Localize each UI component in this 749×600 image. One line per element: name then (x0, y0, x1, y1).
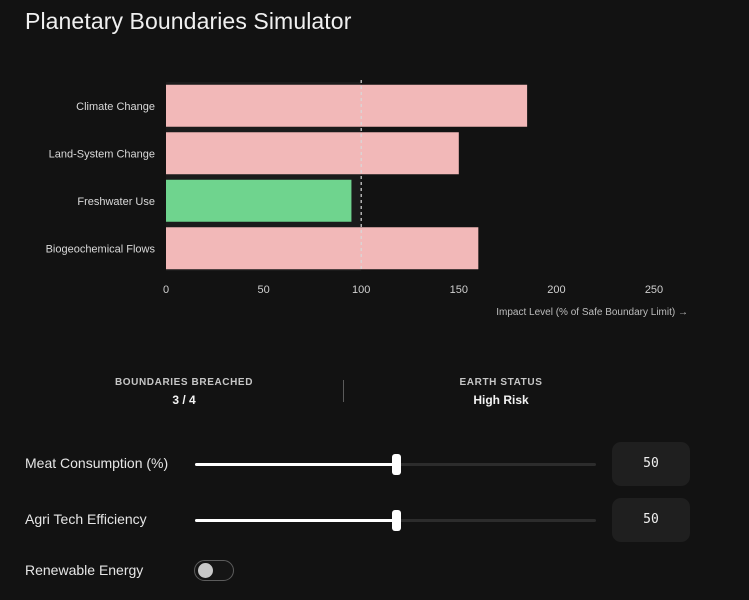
boundaries-breached-value: 3 / 4 (172, 393, 196, 407)
x-tick-0: 0 (163, 284, 169, 296)
bar-freshwater-use (166, 179, 352, 222)
boundaries-breached-label: BOUNDARIES BREACHED (114, 377, 254, 388)
meat-consumption-slider-fill (195, 463, 396, 466)
agri-tech-control: Agri Tech Efficiency 50 (0, 498, 749, 542)
bar-biogeochemical-flows (166, 227, 479, 270)
renewable-energy-label: Renewable Energy (25, 562, 144, 578)
meat-consumption-control: Meat Consumption (%) 50 (0, 442, 749, 486)
renewable-energy-toggle[interactable] (194, 560, 234, 581)
boundaries-breached-stat: BOUNDARIES BREACHED 3 / 4 (84, 377, 284, 407)
category-label-land-system-change: Land-System Change (49, 148, 155, 160)
stats-divider (343, 380, 344, 402)
earth-status-stat: EARTH STATUS High Risk (401, 377, 601, 407)
category-label-biogeochemical-flows: Biogeochemical Flows (46, 243, 156, 255)
earth-status-value: High Risk (473, 393, 529, 407)
bar-land-system-change (166, 132, 459, 175)
agri-tech-value[interactable]: 50 (612, 498, 690, 542)
page-title: Planetary Boundaries Simulator (25, 8, 352, 34)
x-tick-50: 50 (257, 284, 269, 296)
meat-consumption-slider-thumb[interactable] (391, 454, 401, 475)
agri-tech-label: Agri Tech Efficiency (25, 511, 147, 527)
earth-status-label: EARTH STATUS (459, 377, 543, 388)
stats-panel: BOUNDARIES BREACHED 3 / 4 EARTH STATUS H… (0, 372, 749, 412)
impact-bar-chart: Climate Change Land-System Change Freshwat… (46, 80, 688, 318)
x-tick-100: 100 (352, 284, 370, 296)
agri-tech-slider-fill (195, 519, 396, 522)
agri-tech-slider[interactable] (195, 510, 596, 531)
meat-consumption-value[interactable]: 50 (612, 442, 690, 486)
x-axis-label: Impact Level (% of Safe Boundary Limit) … (496, 307, 688, 318)
meat-consumption-slider[interactable] (195, 454, 596, 475)
category-label-freshwater-use: Freshwater Use (77, 196, 155, 208)
x-tick-250: 250 (645, 284, 663, 296)
renewable-energy-control: Renewable Energy (0, 549, 749, 593)
category-label-climate-change: Climate Change (76, 101, 155, 113)
meat-consumption-label: Meat Consumption (%) (25, 455, 169, 471)
bar-climate-change (166, 84, 528, 127)
agri-tech-slider-thumb[interactable] (391, 510, 401, 531)
x-tick-150: 150 (450, 284, 468, 296)
toggle-knob (198, 563, 213, 578)
x-tick-200: 200 (547, 284, 565, 296)
